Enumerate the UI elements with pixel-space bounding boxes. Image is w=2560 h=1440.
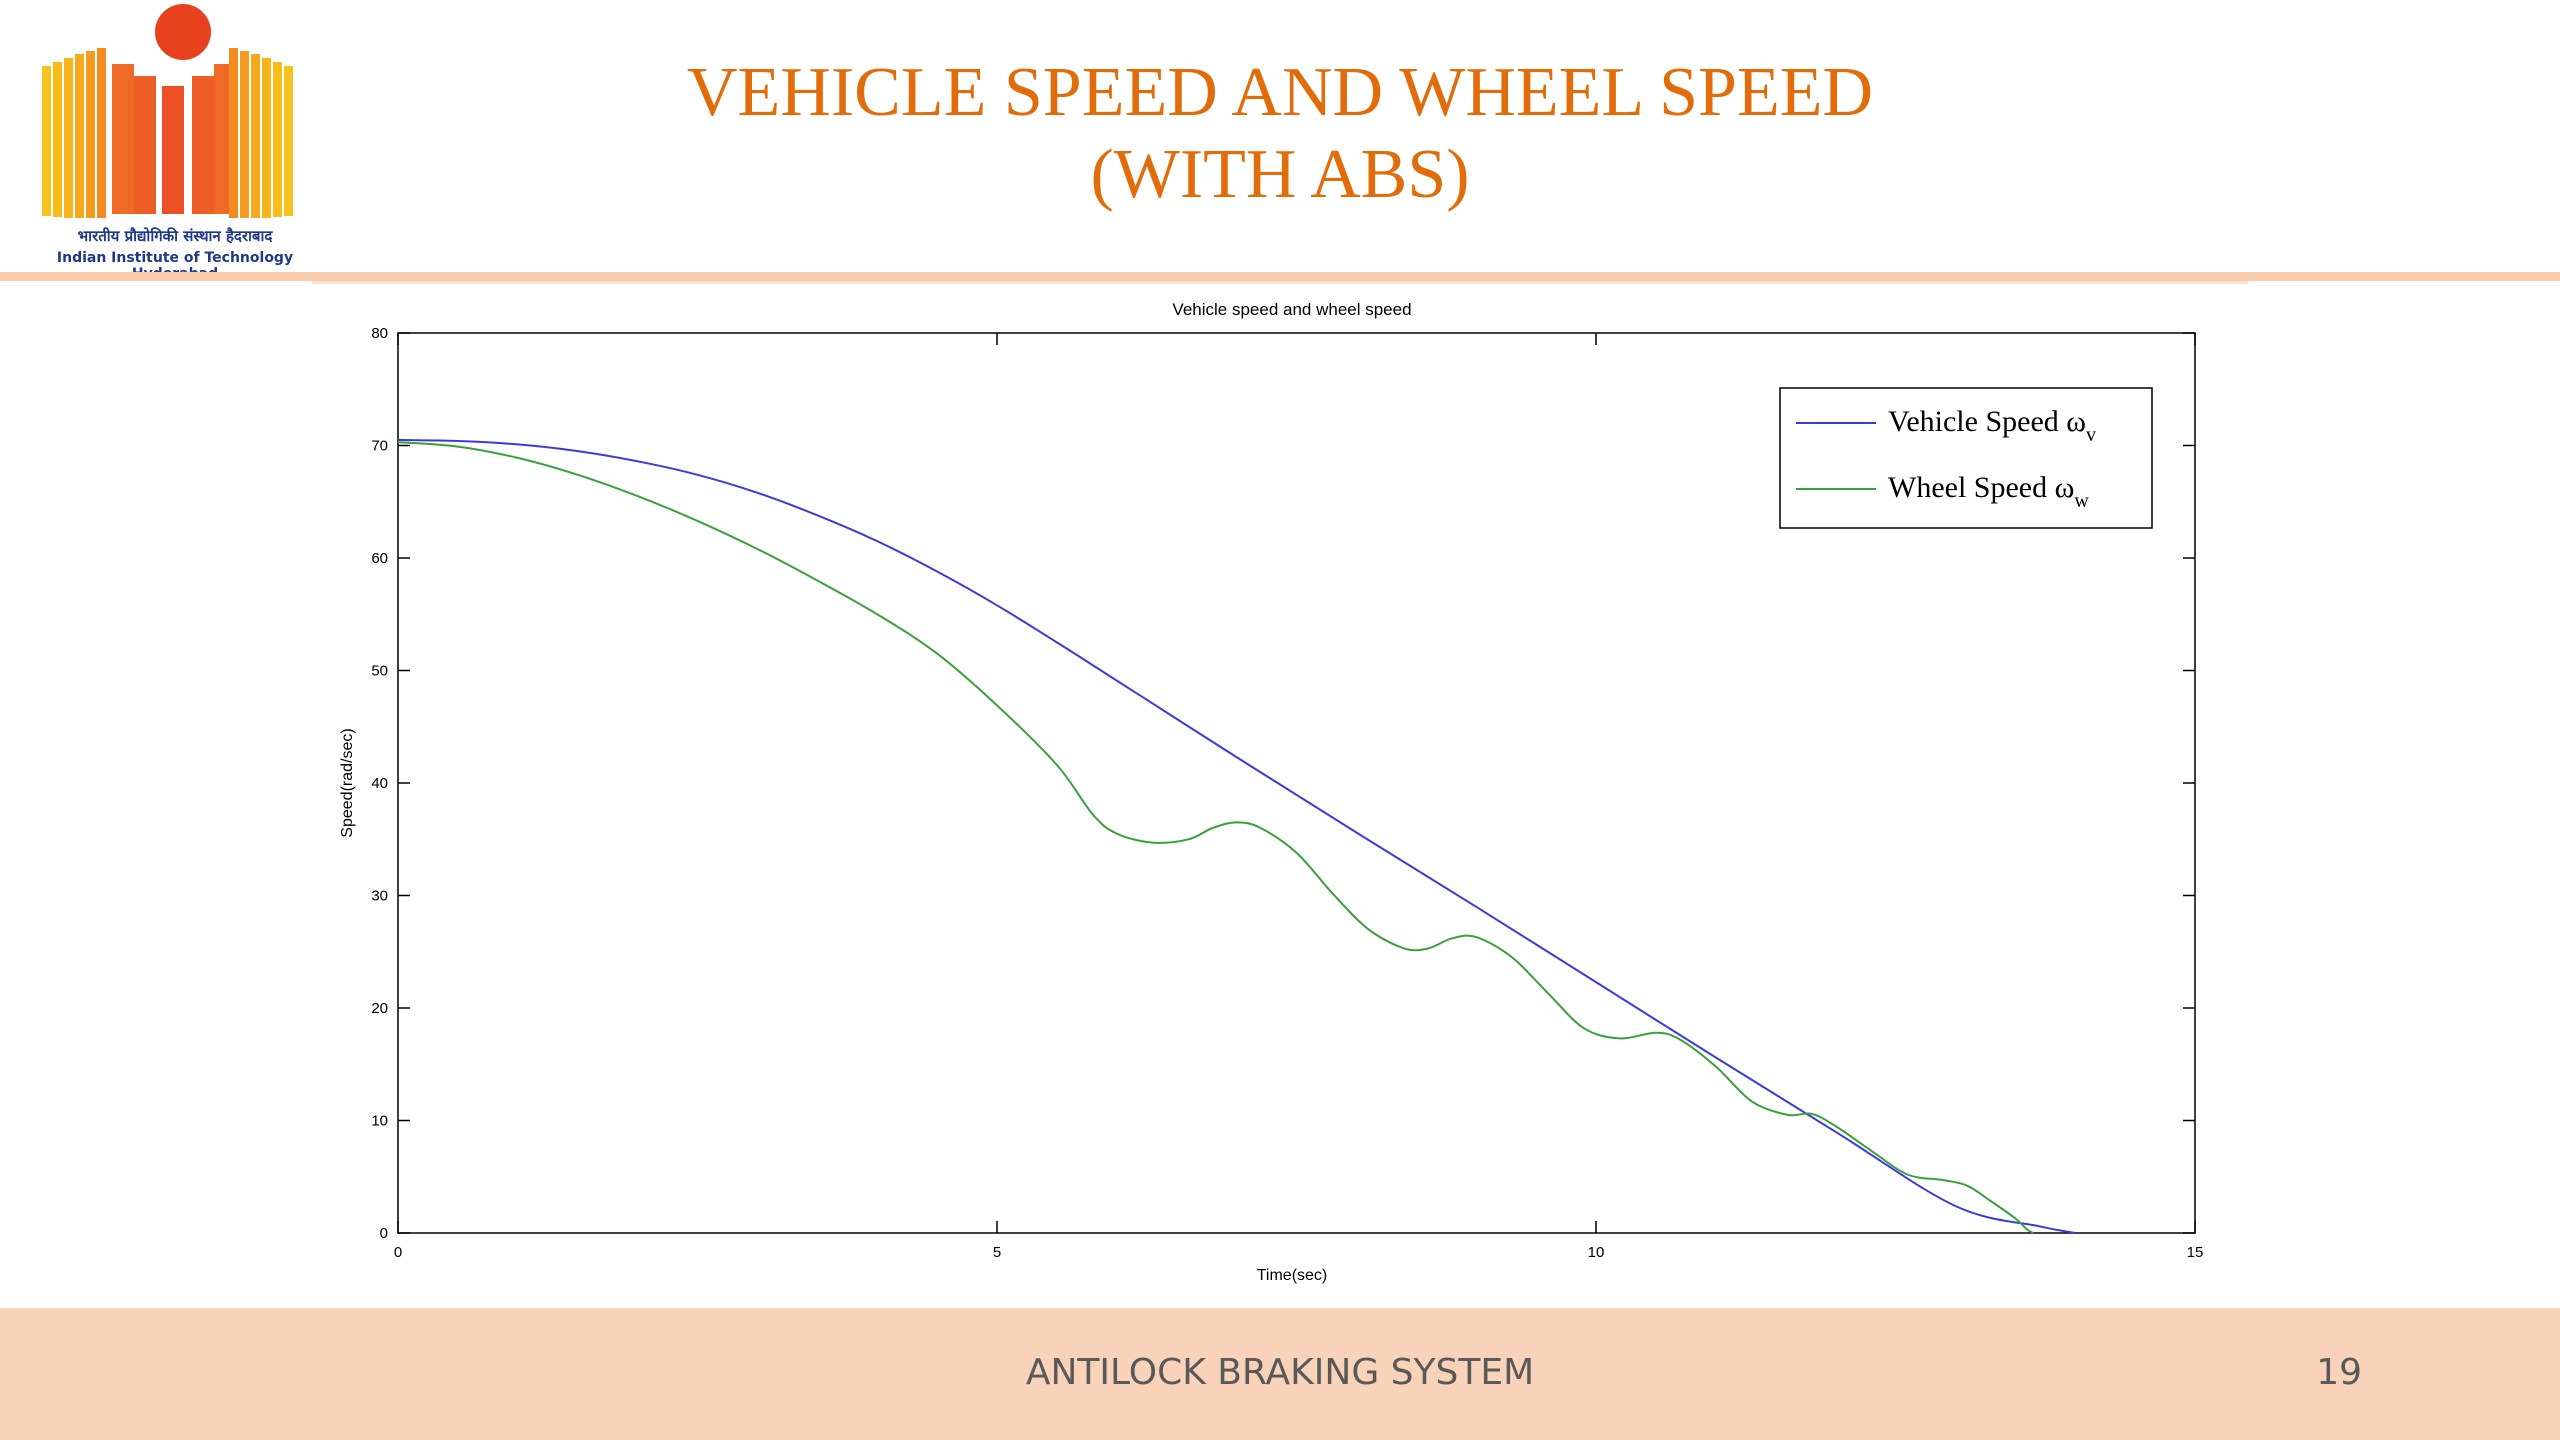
legend-wheel-speed-label: Wheel Speed ωw bbox=[1888, 471, 2089, 512]
chart-title: Vehicle speed and wheel speed bbox=[1172, 300, 1411, 319]
logo-bar bbox=[134, 76, 156, 214]
legend-wheel-speed-name: Wheel Speed ω bbox=[1888, 471, 2074, 504]
x-tick-label: 0 bbox=[394, 1244, 402, 1261]
slide-title-line-2: (WITH ABS) bbox=[1090, 136, 1470, 213]
logo-bar bbox=[112, 64, 134, 214]
logo-bar bbox=[262, 58, 271, 218]
y-tick-label: 60 bbox=[371, 550, 388, 567]
y-axis-label: Speed(rad/sec) bbox=[339, 728, 356, 837]
legend-wheel-speed-sub: w bbox=[2074, 490, 2089, 512]
chart-legend: Vehicle Speed ωv Wheel Speed ωw bbox=[1779, 387, 2153, 529]
slide-title-line-1: VEHICLE SPEED AND WHEEL SPEED bbox=[686, 54, 1874, 131]
legend-box bbox=[1779, 387, 2153, 529]
logo-bar bbox=[284, 66, 293, 216]
y-tick-label: 10 bbox=[371, 1113, 388, 1130]
x-tick-label: 10 bbox=[1588, 1244, 1605, 1261]
slide-title: VEHICLE SPEED AND WHEEL SPEED (WITH ABS) bbox=[380, 52, 2180, 216]
logo-bar bbox=[162, 86, 184, 214]
slide-number: 19 bbox=[2316, 1352, 2362, 1393]
logo-bar bbox=[97, 48, 106, 218]
y-tick-label: 20 bbox=[371, 1000, 388, 1017]
title-divider bbox=[0, 272, 2560, 281]
logo-hindi-text: भारतीय प्रौद्योगिकी संस्थान हैदराबाद bbox=[77, 227, 273, 245]
wheel-speed-line bbox=[397, 441, 2034, 1234]
footer-title: ANTILOCK BRAKING SYSTEM bbox=[1025, 1352, 1535, 1393]
logo-bar bbox=[86, 51, 95, 218]
vehicle-speed-line bbox=[397, 438, 2076, 1234]
x-axis-label: Time(sec) bbox=[1257, 1267, 1328, 1284]
logo-bar bbox=[229, 48, 238, 218]
legend-vehicle-speed-label: Vehicle Speed ωv bbox=[1888, 405, 2096, 446]
x-tick-label: 5 bbox=[993, 1244, 1001, 1261]
logo-bar bbox=[75, 54, 84, 218]
y-tick-label: 30 bbox=[371, 888, 388, 905]
speed-chart: Vehicle speed and wheel speed 0 5 10 15 0 10 2… bbox=[339, 300, 2204, 1284]
title-divider-underline bbox=[312, 281, 2248, 284]
logo-bar bbox=[251, 54, 260, 218]
logo-bar bbox=[53, 62, 62, 217]
iith-emblem-icon bbox=[42, 4, 293, 218]
logo-bar bbox=[42, 66, 51, 216]
x-tick-label: 15 bbox=[2187, 1244, 2204, 1261]
legend-vehicle-speed-sub: v bbox=[2086, 424, 2096, 446]
logo-bar bbox=[192, 76, 214, 214]
y-tick-label: 50 bbox=[371, 663, 388, 680]
iith-logo: भारतीय प्रौद्योगिकी संस्थान हैदराबाद Ind… bbox=[14, 4, 336, 282]
logo-bar bbox=[64, 58, 73, 218]
y-tick-label: 40 bbox=[371, 775, 388, 792]
logo-bar bbox=[273, 62, 282, 217]
legend-vehicle-speed-name: Vehicle Speed ω bbox=[1888, 405, 2086, 438]
y-tick-label: 80 bbox=[371, 325, 388, 342]
footer-band: ANTILOCK BRAKING SYSTEM 19 bbox=[0, 1308, 2560, 1440]
logo-bar bbox=[240, 51, 249, 218]
y-tick-label: 0 bbox=[380, 1225, 388, 1242]
y-tick-label: 70 bbox=[371, 438, 388, 455]
